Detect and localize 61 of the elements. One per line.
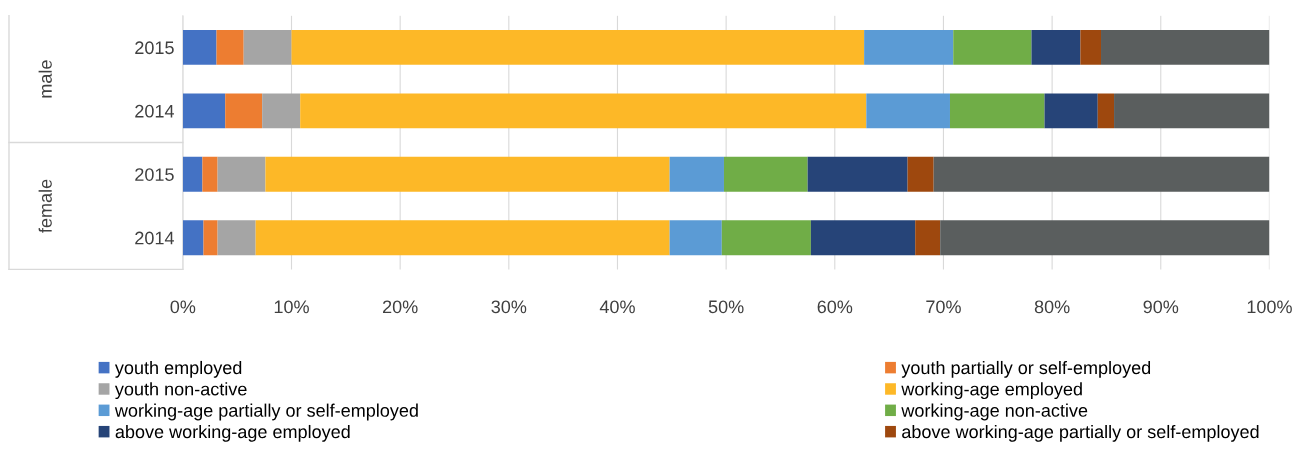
bar	[807, 156, 908, 192]
bar	[265, 156, 670, 192]
x-tick-label: 70%	[926, 300, 961, 314]
legend-label: youth partially or self-employed	[901, 360, 1151, 378]
legend-label: above working-age employed	[115, 424, 350, 442]
x-tick-label: 30%	[491, 300, 527, 314]
bar	[243, 29, 292, 65]
bar	[203, 220, 218, 256]
bar	[217, 220, 256, 256]
x-tick-label: 0%	[170, 300, 196, 314]
bar	[864, 29, 954, 65]
bar	[262, 93, 301, 129]
bar	[1044, 93, 1098, 129]
y-tick-label: 2015	[135, 168, 174, 181]
x-tick-label: 50%	[708, 300, 744, 314]
bar	[949, 93, 1045, 129]
x-tick-label: 100%	[1247, 300, 1292, 314]
bar	[1080, 29, 1102, 65]
bar	[300, 93, 867, 129]
y-tick-label: 2015	[135, 41, 174, 55]
bar	[216, 29, 244, 65]
bar	[907, 156, 934, 192]
x-tick-label: 90%	[1143, 300, 1179, 314]
bar	[202, 156, 218, 192]
bar	[810, 220, 916, 256]
bar	[953, 29, 1032, 65]
bar	[291, 29, 865, 65]
bar	[669, 220, 722, 256]
bar	[940, 220, 1270, 256]
bar	[1114, 93, 1270, 129]
y-tick-label: 2014	[135, 104, 174, 118]
bar	[182, 93, 226, 129]
text: female	[38, 179, 52, 233]
text: male	[38, 60, 52, 98]
x-tick-label: 60%	[817, 300, 853, 314]
x-tick-label: 10%	[274, 300, 309, 314]
legend-label: working-age non-active	[901, 403, 1088, 421]
bar	[255, 220, 670, 256]
bar	[933, 156, 1270, 192]
bar	[225, 93, 263, 129]
bar	[182, 156, 203, 192]
x-tick-label: 80%	[1034, 300, 1070, 314]
bar	[669, 156, 724, 192]
bar	[182, 220, 204, 256]
legend-label: youth non-active	[114, 382, 247, 400]
bar	[1101, 29, 1270, 65]
bar	[182, 29, 217, 65]
bar	[723, 156, 808, 192]
legend-label: working-age partially or self-employed	[114, 403, 418, 421]
bar	[1097, 93, 1115, 129]
x-tick-label: 20%	[383, 300, 418, 314]
bar	[217, 156, 266, 192]
legend-label: working-age employed	[901, 382, 1082, 400]
x-tick-label: 40%	[599, 300, 635, 314]
bar	[721, 220, 811, 256]
bar	[866, 93, 950, 129]
bar	[915, 220, 941, 256]
bar	[1031, 29, 1081, 65]
legend-label: above working-age partially or self-employed	[902, 424, 1259, 442]
y-tick-label: 2014	[135, 231, 174, 245]
legend-label: youth employed	[114, 360, 242, 378]
